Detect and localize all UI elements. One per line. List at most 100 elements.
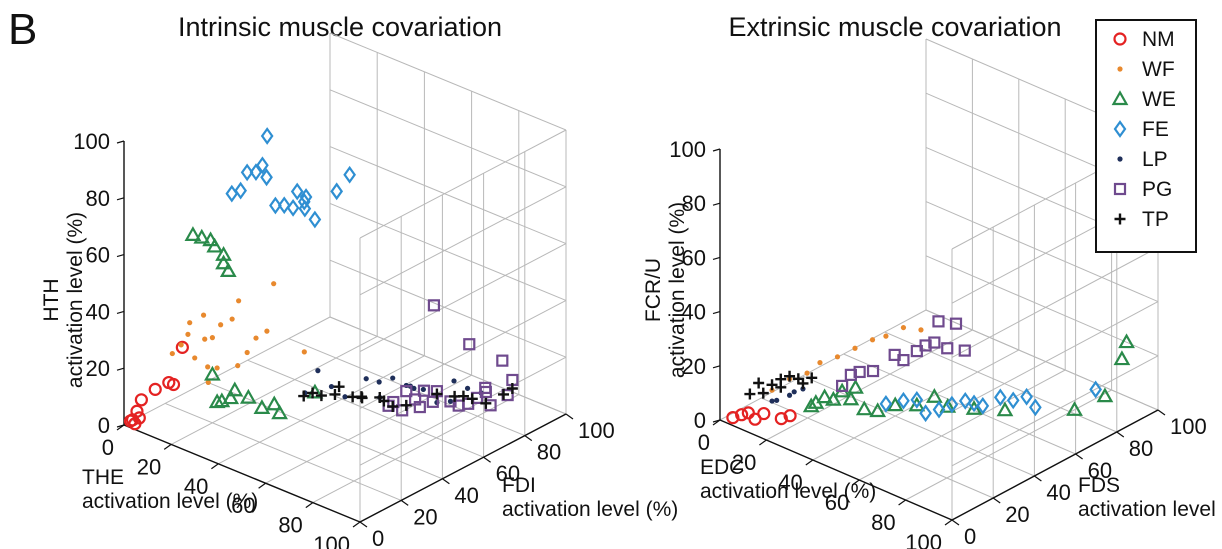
gridline (329, 32, 567, 131)
point-fe (240, 163, 254, 182)
point-nm (726, 411, 740, 425)
point-pg (897, 354, 910, 367)
point-fe (256, 156, 269, 175)
point-fe (932, 400, 946, 419)
gridline (312, 394, 520, 504)
y-tick-label: 20 (413, 504, 437, 529)
z-tick-label: 40 (682, 300, 706, 325)
point-wf (918, 327, 924, 333)
point-pg (928, 336, 941, 349)
x-tick-label: 0 (102, 435, 114, 460)
point-wf (834, 354, 841, 360)
x-tick-label: 80 (871, 510, 895, 535)
point-nm (741, 406, 755, 420)
y-axis-label-line: activation level (%) (502, 498, 678, 521)
point-tp (307, 387, 319, 399)
legend-item-nm: NM (1113, 28, 1175, 51)
point-fe (277, 196, 291, 215)
x-tick (258, 482, 266, 489)
x-tick-label: 20 (137, 454, 161, 479)
point-pg (496, 354, 509, 367)
point-wf (852, 345, 858, 351)
y-tick (1116, 431, 1125, 438)
x-axis-label-line: activation level (%) (700, 480, 876, 503)
point-tp (431, 388, 443, 400)
point-tp (806, 372, 818, 384)
series-nm (726, 406, 797, 426)
point-wf (235, 363, 241, 369)
point-tp (757, 387, 769, 399)
y-tick (565, 413, 574, 420)
y-tick (1034, 475, 1042, 482)
point-lp (769, 398, 775, 404)
y-tick-label: 40 (454, 483, 478, 508)
point-pg (853, 365, 866, 379)
point-we (842, 390, 860, 406)
point-fe (1006, 391, 1020, 410)
x-tick (851, 479, 860, 486)
point-tp (766, 379, 778, 391)
point-we (219, 262, 237, 277)
gridline (218, 355, 425, 465)
point-nm (783, 409, 797, 423)
z-tick-label: 80 (682, 191, 706, 216)
legend-marker-wf (1117, 66, 1123, 72)
point-lp (363, 376, 369, 382)
y-axis-line (951, 409, 1159, 521)
point-fe (297, 192, 311, 211)
point-we (802, 397, 820, 413)
point-tp (298, 390, 310, 402)
point-pg (417, 384, 431, 397)
series-lp (769, 386, 806, 404)
point-we (925, 388, 943, 403)
point-wf (169, 350, 175, 357)
gridline (359, 186, 567, 296)
point-wf (900, 324, 907, 331)
series-fe (879, 380, 1102, 423)
point-tp (378, 395, 390, 407)
point-tp (457, 390, 469, 402)
point-pg (866, 364, 880, 378)
legend: NM WF WE FE LP PG TP (1095, 19, 1197, 253)
point-nm (774, 412, 788, 426)
data-points (123, 127, 519, 431)
series-nm (123, 340, 189, 431)
point-wf (192, 355, 198, 361)
legend-marker-lp (1117, 156, 1123, 162)
point-we (816, 388, 833, 404)
point-we (886, 396, 904, 412)
x-tick-label: 40 (184, 474, 208, 499)
legend-label: LP (1142, 148, 1168, 171)
x-tick-label: 100 (905, 530, 942, 549)
point-lp (464, 385, 471, 391)
point-we (193, 228, 211, 244)
z-tick-label: 20 (682, 354, 706, 379)
point-fe (879, 394, 893, 413)
z-axis-label: HTHactivation level (%) (40, 212, 87, 388)
point-wf (202, 336, 208, 342)
y-tick (442, 478, 450, 485)
x-tick-label: 20 (732, 450, 756, 475)
point-we (206, 237, 224, 253)
legend-label: PG (1142, 178, 1172, 201)
point-nm (134, 393, 148, 407)
z-tick-label: 40 (86, 299, 110, 324)
point-wf (185, 331, 191, 337)
point-wf (178, 342, 184, 348)
y-tick-label: 100 (1170, 414, 1207, 439)
point-tp (506, 383, 518, 394)
gridline (761, 397, 994, 499)
point-pg (413, 400, 426, 414)
z-axis-label-line: activation level (%) (64, 212, 87, 388)
y-axis-label-line: FDS (1078, 474, 1120, 497)
point-tp (400, 399, 412, 411)
y-tick (1075, 453, 1083, 460)
point-tp (480, 397, 492, 409)
point-pg (463, 338, 476, 351)
legend-item-fe: FE (1113, 118, 1169, 141)
z-tick (712, 365, 721, 369)
point-fe (260, 168, 273, 187)
x-tick-label: 60 (231, 493, 255, 518)
point-fe (976, 396, 990, 415)
z-tick-label: 80 (86, 186, 110, 211)
